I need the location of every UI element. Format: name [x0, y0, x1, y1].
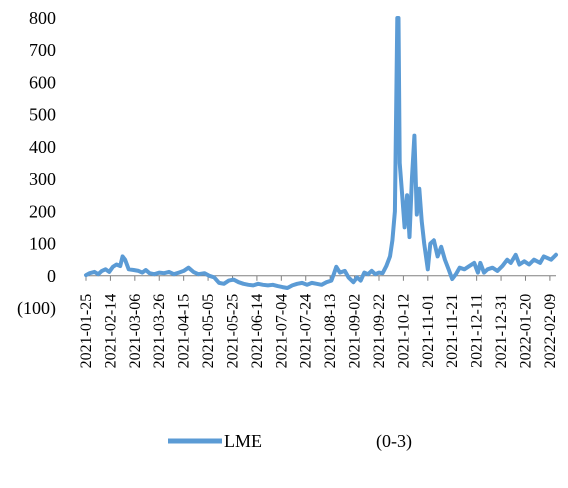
- series-line-lme: [84, 16, 558, 290]
- y-tick-label: 500: [29, 105, 56, 125]
- x-tick-label: 2022-02-09: [542, 294, 559, 369]
- x-tick-label: 2021-08-13: [322, 294, 339, 369]
- legend: LME (0-3): [168, 431, 412, 452]
- x-tick-label: 2021-09-22: [371, 294, 388, 369]
- x-tick-label: 2021-07-24: [298, 294, 315, 369]
- x-tick-label: 2021-03-06: [127, 294, 144, 369]
- y-tick-label: 100: [29, 234, 56, 254]
- y-tick-label: 700: [29, 40, 56, 60]
- x-tick-label: 2021-12-31: [493, 294, 510, 369]
- x-tick-label: 2021-10-12: [395, 294, 412, 369]
- y-tick-label: 0: [47, 266, 56, 286]
- x-tick-label: 2021-07-04: [273, 294, 290, 369]
- x-tick-label: 2021-03-26: [151, 294, 168, 369]
- x-tick-label: 2021-01-25: [78, 294, 95, 369]
- x-tick-label: 2021-06-14: [249, 294, 266, 369]
- x-tick-label: 2021-12-11: [469, 294, 486, 368]
- x-tick-label: 2021-05-05: [200, 294, 217, 369]
- y-tick-label: (100): [17, 298, 56, 319]
- x-tick-label: 2021-04-15: [176, 294, 193, 369]
- x-axis-ticks: 2021-01-25 2021-02-14 2021-03-06 2021-03-26…: [78, 275, 559, 369]
- legend-label-lme: LME: [224, 431, 262, 451]
- x-tick-label: 2021-11-21: [444, 294, 461, 368]
- y-tick-label: 200: [29, 201, 56, 221]
- x-tick-label: 2021-05-25: [224, 294, 241, 369]
- y-tick-label: 600: [29, 72, 56, 92]
- y-tick-label: 300: [29, 169, 56, 189]
- y-tick-label: 800: [29, 8, 56, 28]
- legend-extra-text: (0-3): [376, 431, 412, 452]
- x-tick-label: 2021-09-02: [347, 294, 364, 369]
- series-layer: [84, 16, 558, 290]
- x-tick-label: 2021-02-14: [102, 294, 119, 369]
- y-tick-label: 400: [29, 137, 56, 157]
- x-tick-label: 2022-01-20: [517, 294, 534, 369]
- y-axis-ticks: 800 700 600 500 400 300 200 100 0 (100): [17, 8, 56, 319]
- x-tick-label: 2021-11-01: [420, 294, 437, 368]
